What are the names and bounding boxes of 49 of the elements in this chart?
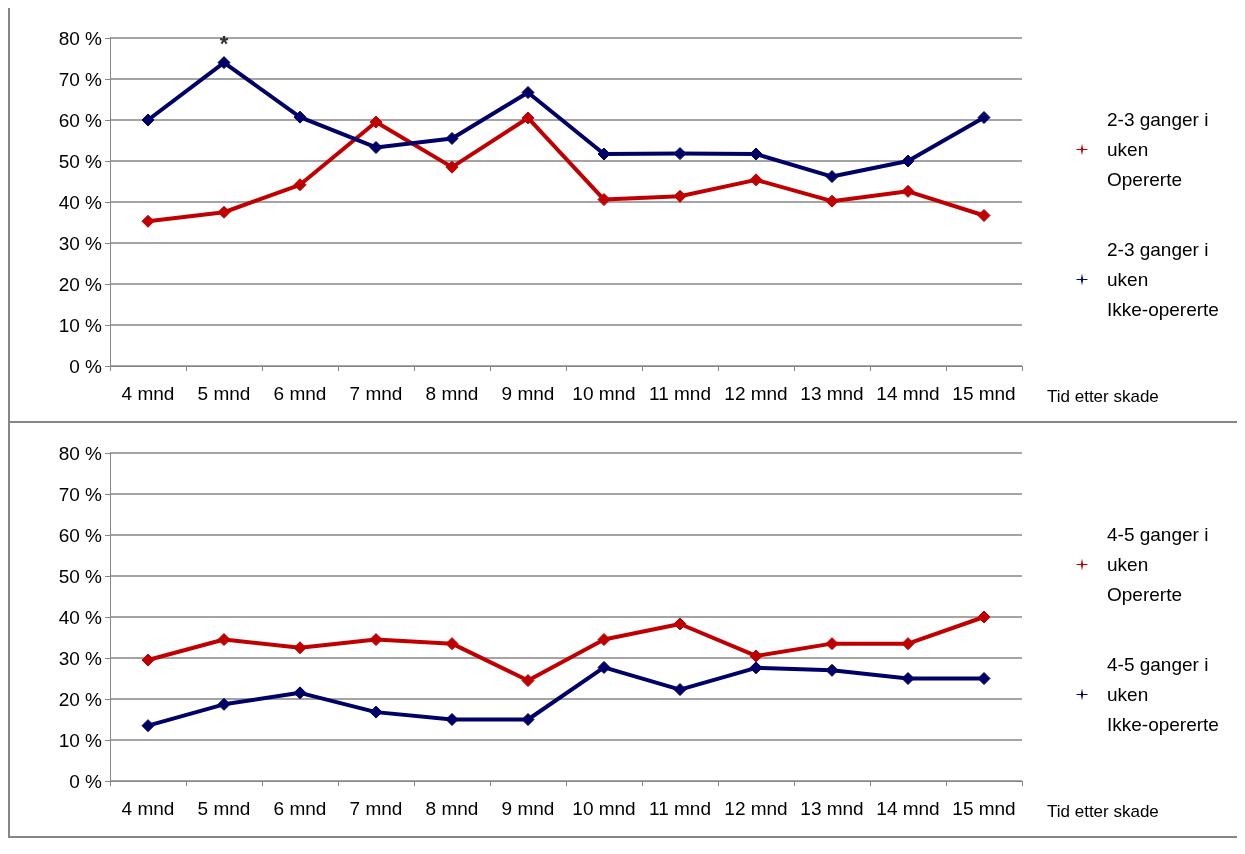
- y-tick-label: 80 %: [58, 27, 103, 49]
- y-tick-label: 60 %: [58, 524, 103, 546]
- y-tick-label: 0 %: [69, 355, 103, 377]
- x-tick-label: 12 mnd: [724, 383, 788, 404]
- x-tick-label: 12 mnd: [724, 798, 788, 819]
- x-tick-label: 4 mnd: [121, 798, 175, 819]
- x-tick-label: 9 mnd: [501, 383, 555, 404]
- y-tick-label: 50 %: [58, 150, 103, 172]
- x-tick-label: 14 mnd: [876, 383, 940, 404]
- y-tick-label: 30 %: [58, 647, 103, 669]
- legend-label: 2-3 ganger i uken Opererte: [1107, 109, 1214, 190]
- x-tick-label: 10 mnd: [572, 383, 636, 404]
- x-tick-label: 9 mnd: [501, 798, 555, 819]
- x-tick-label: 4 mnd: [121, 383, 175, 404]
- x-tick-label: 7 mnd: [349, 798, 403, 819]
- x-tick-label: 7 mnd: [349, 383, 403, 404]
- legend-label: 4-5 ganger i uken Ikke-opererte: [1107, 654, 1219, 735]
- x-tick-label: 10 mnd: [572, 798, 636, 819]
- y-tick-label: 10 %: [58, 314, 103, 336]
- x-tick-label: 5 mnd: [197, 383, 251, 404]
- y-tick-label: 40 %: [58, 191, 103, 213]
- x-tick-label: 6 mnd: [273, 383, 327, 404]
- x-tick-label: 5 mnd: [197, 798, 251, 819]
- y-tick-label: 70 %: [58, 68, 103, 90]
- y-tick-label: 50 %: [58, 565, 103, 587]
- y-tick-label: 20 %: [58, 688, 103, 710]
- y-tick-label: 80 %: [58, 442, 103, 464]
- x-tick-label: 15 mnd: [952, 798, 1016, 819]
- y-tick-label: 10 %: [58, 729, 103, 751]
- legend-label: 4-5 ganger i uken Opererte: [1107, 524, 1214, 605]
- y-tick-label: 30 %: [58, 232, 103, 254]
- legend-label: 2-3 ganger i uken Ikke-opererte: [1107, 239, 1219, 320]
- x-axis-title: Tid etter skade: [1047, 387, 1159, 406]
- x-tick-label: 6 mnd: [273, 798, 327, 819]
- x-tick-label: 13 mnd: [800, 798, 864, 819]
- x-tick-label: 8 mnd: [425, 383, 479, 404]
- x-tick-label: 8 mnd: [425, 798, 479, 819]
- y-tick-label: 60 %: [58, 109, 103, 131]
- x-tick-label: 11 mnd: [649, 383, 711, 404]
- x-tick-label: 14 mnd: [876, 798, 940, 819]
- x-tick-label: 11 mnd: [649, 798, 711, 819]
- y-tick-label: 70 %: [58, 483, 103, 505]
- y-tick-label: 40 %: [58, 606, 103, 628]
- x-tick-label: 13 mnd: [800, 383, 864, 404]
- x-axis-title: Tid etter skade: [1047, 802, 1159, 821]
- y-tick-label: 0 %: [69, 770, 103, 792]
- y-tick-label: 20 %: [58, 273, 103, 295]
- x-tick-label: 15 mnd: [952, 383, 1016, 404]
- annotation: *: [219, 31, 229, 57]
